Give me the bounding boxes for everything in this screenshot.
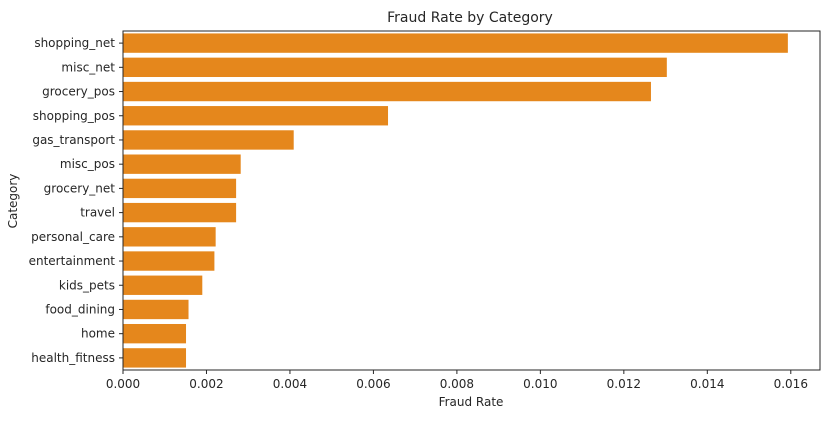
y-axis-title: Category bbox=[6, 174, 20, 229]
y-tick-label: food_dining bbox=[45, 302, 115, 316]
y-tick-label: gas_transport bbox=[32, 133, 115, 147]
x-tick-label: 0.012 bbox=[607, 377, 641, 391]
x-tick-label: 0.008 bbox=[440, 377, 474, 391]
y-tick-label: grocery_pos bbox=[42, 85, 115, 99]
bar-kids-pets bbox=[123, 275, 203, 295]
y-tick-label: misc_pos bbox=[60, 157, 115, 171]
chart-title: Fraud Rate by Category bbox=[387, 10, 553, 26]
bar-food-dining bbox=[123, 299, 189, 320]
bar-misc-net bbox=[123, 57, 667, 78]
bar-shopping-pos bbox=[123, 106, 389, 126]
bar-misc-pos bbox=[123, 154, 241, 174]
bar-grocery-net bbox=[123, 178, 237, 199]
x-ticks: 0.000 0.002 0.004 0.006 0.008 0.010 0.012 0.014… bbox=[106, 370, 808, 391]
bar-health-fitness bbox=[123, 348, 187, 368]
y-tick-labels: shopping_net misc_net grocery_pos shopping_… bbox=[29, 36, 123, 365]
bar-home bbox=[123, 323, 187, 344]
bars-group bbox=[123, 33, 788, 368]
plot-frame bbox=[122, 30, 821, 371]
y-tick-label: home bbox=[81, 327, 115, 341]
bar-grocery-pos bbox=[123, 81, 651, 102]
x-tick-label: 0.016 bbox=[774, 377, 808, 391]
bar-gas-transport bbox=[123, 130, 294, 150]
y-tick-label: health_fitness bbox=[31, 351, 115, 365]
x-tick-label: 0.014 bbox=[690, 377, 724, 391]
y-tick-label: kids_pets bbox=[59, 278, 115, 292]
y-tick-label: misc_net bbox=[61, 60, 115, 74]
y-tick-label: shopping_pos bbox=[33, 109, 115, 123]
y-tick-label: entertainment bbox=[29, 254, 116, 268]
y-tick-label: shopping_net bbox=[34, 36, 115, 50]
y-tick-label: grocery_net bbox=[44, 181, 116, 195]
x-tick-label: 0.010 bbox=[523, 377, 557, 391]
x-tick-label: 0.000 bbox=[106, 377, 140, 391]
bar-entertainment bbox=[123, 251, 215, 271]
bar-travel bbox=[123, 202, 237, 223]
y-tick-label: travel bbox=[80, 206, 115, 220]
x-axis-title: Fraud Rate bbox=[439, 395, 504, 409]
bar-shopping-net bbox=[123, 33, 788, 53]
x-tick-label: 0.002 bbox=[189, 377, 223, 391]
x-tick-label: 0.006 bbox=[356, 377, 390, 391]
y-tick-label: personal_care bbox=[31, 230, 115, 244]
bar-personal-care bbox=[123, 227, 216, 247]
x-tick-label: 0.004 bbox=[273, 377, 307, 391]
